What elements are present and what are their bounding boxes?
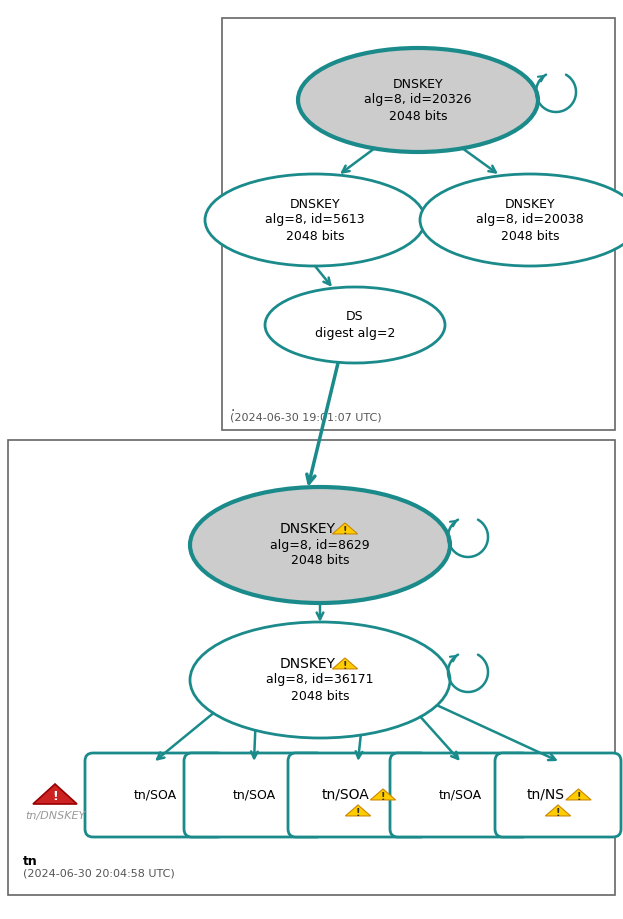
Ellipse shape	[190, 487, 450, 603]
Polygon shape	[345, 805, 371, 816]
Text: DNSKEY: DNSKEY	[392, 77, 444, 90]
Ellipse shape	[298, 48, 538, 152]
Polygon shape	[545, 805, 571, 816]
Text: DNSKEY: DNSKEY	[290, 198, 340, 210]
FancyBboxPatch shape	[390, 753, 530, 837]
Text: !: !	[52, 790, 58, 803]
Text: DS: DS	[346, 311, 364, 323]
Text: !: !	[381, 792, 385, 802]
Text: alg=8, id=5613: alg=8, id=5613	[265, 213, 365, 226]
Text: alg=8, id=20038: alg=8, id=20038	[476, 213, 584, 226]
Text: tn: tn	[23, 855, 38, 868]
Text: tn/SOA: tn/SOA	[133, 789, 176, 801]
Text: DNSKEY: DNSKEY	[505, 198, 555, 210]
Text: DNSKEY: DNSKEY	[280, 657, 336, 671]
FancyBboxPatch shape	[222, 18, 615, 430]
Polygon shape	[370, 789, 396, 800]
Ellipse shape	[205, 174, 425, 266]
FancyBboxPatch shape	[85, 753, 225, 837]
FancyBboxPatch shape	[288, 753, 428, 837]
Ellipse shape	[420, 174, 623, 266]
FancyBboxPatch shape	[495, 753, 621, 837]
Text: alg=8, id=36171: alg=8, id=36171	[266, 674, 374, 686]
Text: !: !	[356, 808, 360, 818]
Text: DNSKEY: DNSKEY	[280, 522, 336, 536]
Polygon shape	[332, 523, 358, 534]
Text: 2048 bits: 2048 bits	[501, 230, 559, 243]
Text: tn/SOA: tn/SOA	[232, 789, 275, 801]
Text: 2048 bits: 2048 bits	[291, 689, 350, 702]
Text: alg=8, id=20326: alg=8, id=20326	[364, 94, 472, 107]
Text: 2048 bits: 2048 bits	[389, 109, 447, 122]
Polygon shape	[33, 784, 77, 804]
Text: (2024-06-30 20:04:58 UTC): (2024-06-30 20:04:58 UTC)	[23, 869, 174, 879]
Text: !: !	[556, 808, 560, 818]
Ellipse shape	[265, 287, 445, 363]
Ellipse shape	[190, 622, 450, 738]
Text: tn/DNSKEY: tn/DNSKEY	[25, 811, 85, 821]
FancyBboxPatch shape	[184, 753, 324, 837]
Text: !: !	[576, 792, 581, 802]
Text: !: !	[343, 526, 347, 536]
Text: !: !	[343, 661, 347, 671]
FancyBboxPatch shape	[8, 440, 615, 895]
Text: tn/SOA: tn/SOA	[322, 788, 370, 802]
Text: (2024-06-30 19:01:07 UTC): (2024-06-30 19:01:07 UTC)	[230, 412, 382, 422]
Text: alg=8, id=8629: alg=8, id=8629	[270, 539, 370, 551]
Text: .: .	[230, 400, 234, 414]
Text: digest alg=2: digest alg=2	[315, 326, 395, 339]
Polygon shape	[332, 658, 358, 669]
Polygon shape	[566, 789, 591, 800]
Text: tn/NS: tn/NS	[527, 788, 565, 802]
Text: 2048 bits: 2048 bits	[286, 230, 345, 243]
Text: tn/SOA: tn/SOA	[439, 789, 482, 801]
Text: 2048 bits: 2048 bits	[291, 554, 350, 568]
